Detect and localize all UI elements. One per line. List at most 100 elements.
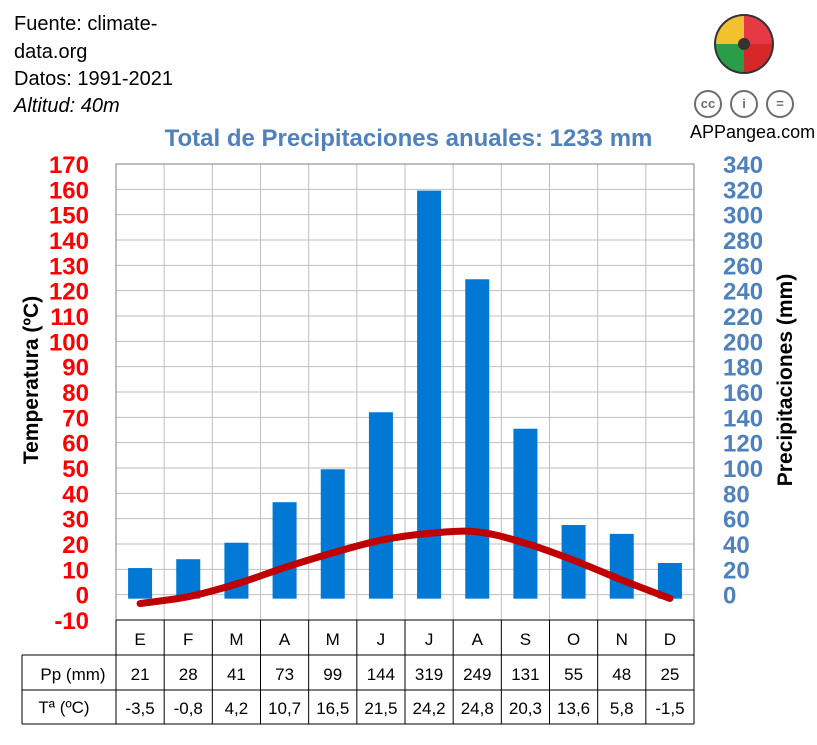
temp-value: 16,5 [316,699,349,718]
x-tick-label: J [377,630,386,649]
precip-bar [320,469,345,599]
y-right-tick: 80 [723,481,750,508]
precip-value: 55 [564,665,583,684]
precip-bar [609,533,634,599]
precip-value: 73 [275,665,294,684]
precip-bar [465,279,490,599]
y-left-tick: 50 [62,456,89,483]
y-right-tick: 220 [723,304,763,331]
y-right-tick: 260 [723,253,763,280]
precip-bar [561,525,586,599]
y-left-tick: 60 [62,431,89,458]
x-tick-label: J [425,630,434,649]
temp-value: 13,6 [557,699,590,718]
y-left-tick: 10 [62,557,89,584]
temp-value: 10,7 [268,699,301,718]
x-tick-label: O [567,630,580,649]
y-right-tick: 180 [723,355,763,382]
temp-value: -0,8 [174,699,203,718]
source-line-4: Altitud: 40m [14,95,120,117]
temp-value: 4,2 [225,699,249,718]
x-tick-label: A [472,630,484,649]
x-tick-label: S [520,630,531,649]
precip-bar [272,502,297,599]
temp-value: 20,3 [509,699,542,718]
chart-title: Total de Precipitaciones anuales: 1233 m… [164,125,653,152]
temp-value: -3,5 [125,699,154,718]
precip-value: 319 [415,665,443,684]
source-line-2: data.org [14,41,88,63]
plot-area [116,164,694,620]
precip-bar [176,559,201,599]
y-left-tick: 110 [50,304,89,331]
y-right-tick: 320 [723,177,763,204]
precip-value: 28 [179,665,198,684]
temperature-line [136,527,674,608]
source-line-3: Datos: 1991-2021 [14,68,174,90]
x-tick-label: M [326,630,340,649]
precip-value: 249 [463,665,491,684]
by-icon: i [730,90,758,118]
y-right-tick: 200 [723,329,763,356]
y-left-tick: 140 [49,228,89,255]
y-left-tick: 90 [62,355,89,382]
precip-value: 131 [511,665,539,684]
y-right-tick: 40 [723,532,750,559]
source-line-1: Fuente: climate- [14,13,158,35]
temp-value: -1,5 [655,699,684,718]
x-tick-label: D [664,630,676,649]
x-tick-label: M [229,630,243,649]
y-left-tick: 160 [49,177,89,204]
y-right-tick: 140 [723,405,763,432]
row-label-precip: Pp (mm) [40,665,105,684]
x-tick-label: N [616,630,628,649]
y-right-tick: 160 [723,380,763,407]
y-right-tick: 340 [723,152,763,179]
y-right-tick: 240 [723,279,763,306]
temp-value: 21,5 [364,699,397,718]
y-right-tick: 280 [723,228,763,255]
precip-value: 41 [227,665,246,684]
y-right-tick: 100 [723,456,763,483]
precip-value: 144 [367,665,395,684]
temp-value: 24,2 [413,699,446,718]
precip-value: 99 [323,665,342,684]
y-right-tick: 60 [723,507,750,534]
y-left-tick: 130 [49,253,89,280]
x-tick-label: E [134,630,145,649]
y-right-tick: 120 [723,431,763,458]
y-right-tick: 0 [723,583,736,610]
precip-bar [368,412,393,599]
precip-bar [417,190,442,599]
precip-value: 21 [131,665,150,684]
y-left-tick: -10 [54,608,89,635]
y-left-tick: 40 [62,481,89,508]
y-right-tick: 20 [723,557,750,584]
brand-label: APPangea.com [690,122,816,142]
y-left-tick: 100 [49,329,89,356]
y-left-tick: 120 [49,279,89,306]
precip-bar [513,428,538,599]
y-left-tick: 20 [62,532,89,559]
y-left-tick: 70 [62,405,89,432]
row-label-temp: Tª (ºC) [38,698,89,717]
precip-value: 48 [612,665,631,684]
plot-border [115,163,695,621]
precip-value: 25 [660,665,679,684]
temp-value: 24,8 [461,699,494,718]
y-left-tick: 170 [49,152,89,179]
temp-value: 5,8 [610,699,634,718]
y-left-tick: 150 [49,203,89,230]
y-left-tick: 30 [62,507,89,534]
precip-bar [657,563,682,599]
cc-icon: cc [694,90,722,118]
appangea-logo [714,14,774,74]
precip-bar [224,542,249,599]
x-tick-label: A [279,630,291,649]
y-left-label: Temperatura (ºC) [20,296,43,464]
x-tick-label: F [183,630,193,649]
y-left-tick: 80 [62,380,89,407]
y-left-tick: 0 [76,583,89,610]
y-right-tick: 300 [723,203,763,230]
